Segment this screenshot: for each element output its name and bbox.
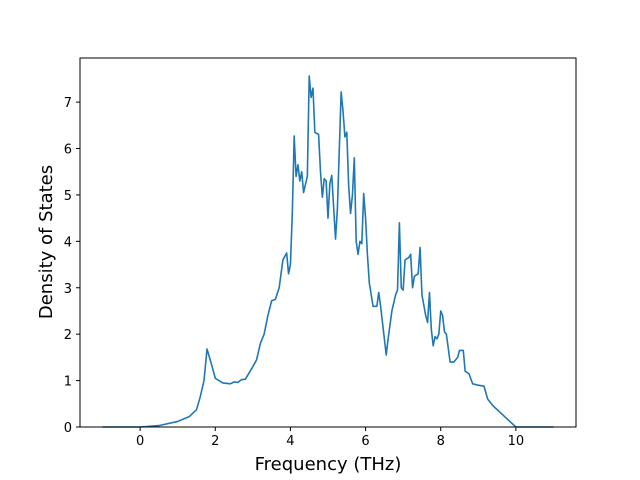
y-tick-label: 4 bbox=[64, 235, 72, 250]
dos-line bbox=[102, 75, 554, 428]
x-tick-label: 8 bbox=[437, 434, 445, 449]
y-tick-label: 3 bbox=[64, 282, 72, 297]
x-axis-label: Frequency (THz) bbox=[255, 454, 402, 475]
x-tick-label: 4 bbox=[286, 434, 294, 449]
y-tick-label: 5 bbox=[64, 189, 72, 204]
y-tick-label: 7 bbox=[64, 96, 72, 111]
x-tick-label: 2 bbox=[211, 434, 219, 449]
x-tick-label: 6 bbox=[361, 434, 369, 449]
plot-frame bbox=[79, 57, 577, 428]
x-tick-label: 0 bbox=[136, 434, 144, 449]
y-tick-label: 1 bbox=[64, 375, 72, 390]
x-tick-label: 10 bbox=[508, 434, 525, 449]
y-axis-label: Density of States bbox=[36, 165, 57, 319]
y-tick-label: 0 bbox=[64, 421, 72, 436]
y-tick-label: 6 bbox=[64, 143, 72, 158]
y-tick-label: 2 bbox=[64, 328, 72, 343]
